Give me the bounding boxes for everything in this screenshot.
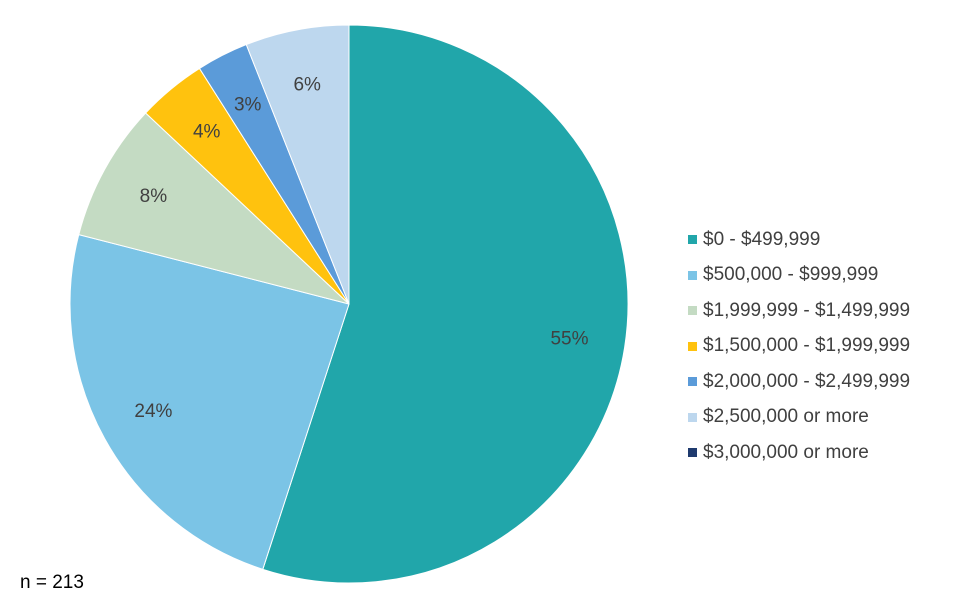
legend-swatch (688, 270, 697, 280)
legend-swatch (688, 235, 697, 245)
legend-item: $2,000,000 - $2,499,999 (688, 364, 910, 400)
legend-item: $1,999,999 - $1,499,999 (688, 293, 910, 329)
data-label: 3% (234, 95, 262, 116)
legend-item: $1,500,000 - $1,999,999 (688, 329, 910, 365)
legend-swatch (688, 377, 697, 387)
legend-item: $500,000 - $999,999 (688, 258, 910, 294)
legend-label: $2,500,000 or more (703, 406, 869, 428)
legend-swatch (688, 341, 697, 351)
pie-slice (262, 24, 629, 584)
legend-label: $1,500,000 - $1,999,999 (703, 335, 911, 357)
legend-label: $2,000,000 - $2,499,999 (703, 370, 911, 392)
data-label: 8% (140, 186, 168, 207)
legend-item: $0 - $499,999 (688, 222, 910, 258)
legend-label: $500,000 - $999,999 (703, 264, 879, 286)
data-label: 4% (193, 122, 221, 143)
pie-slice (78, 112, 350, 305)
legend-label: $0 - $499,999 (703, 228, 821, 250)
legend-item: $2,500,000 or more (688, 400, 910, 436)
pie-slice (69, 234, 350, 570)
data-label: 55% (550, 328, 588, 349)
data-label: 6% (293, 74, 321, 95)
chart-legend: $0 - $499,999 $500,000 - $999,999 $1,999,9… (688, 222, 910, 471)
legend-swatch (688, 448, 697, 458)
data-label: 24% (134, 401, 172, 422)
legend-label: $3,000,000 or more (703, 441, 869, 463)
pie-slices (69, 24, 629, 584)
pie-slice (245, 24, 350, 305)
sample-size-note: n = 213 (20, 572, 84, 593)
pie-data-labels: 55% 24% 8% 4% 3% 6% (134, 74, 588, 422)
legend-item: $3,000,000 or more (688, 435, 910, 471)
legend-label: $1,999,999 - $1,499,999 (703, 299, 911, 321)
legend-swatch (688, 306, 697, 316)
legend-swatch (688, 412, 697, 422)
